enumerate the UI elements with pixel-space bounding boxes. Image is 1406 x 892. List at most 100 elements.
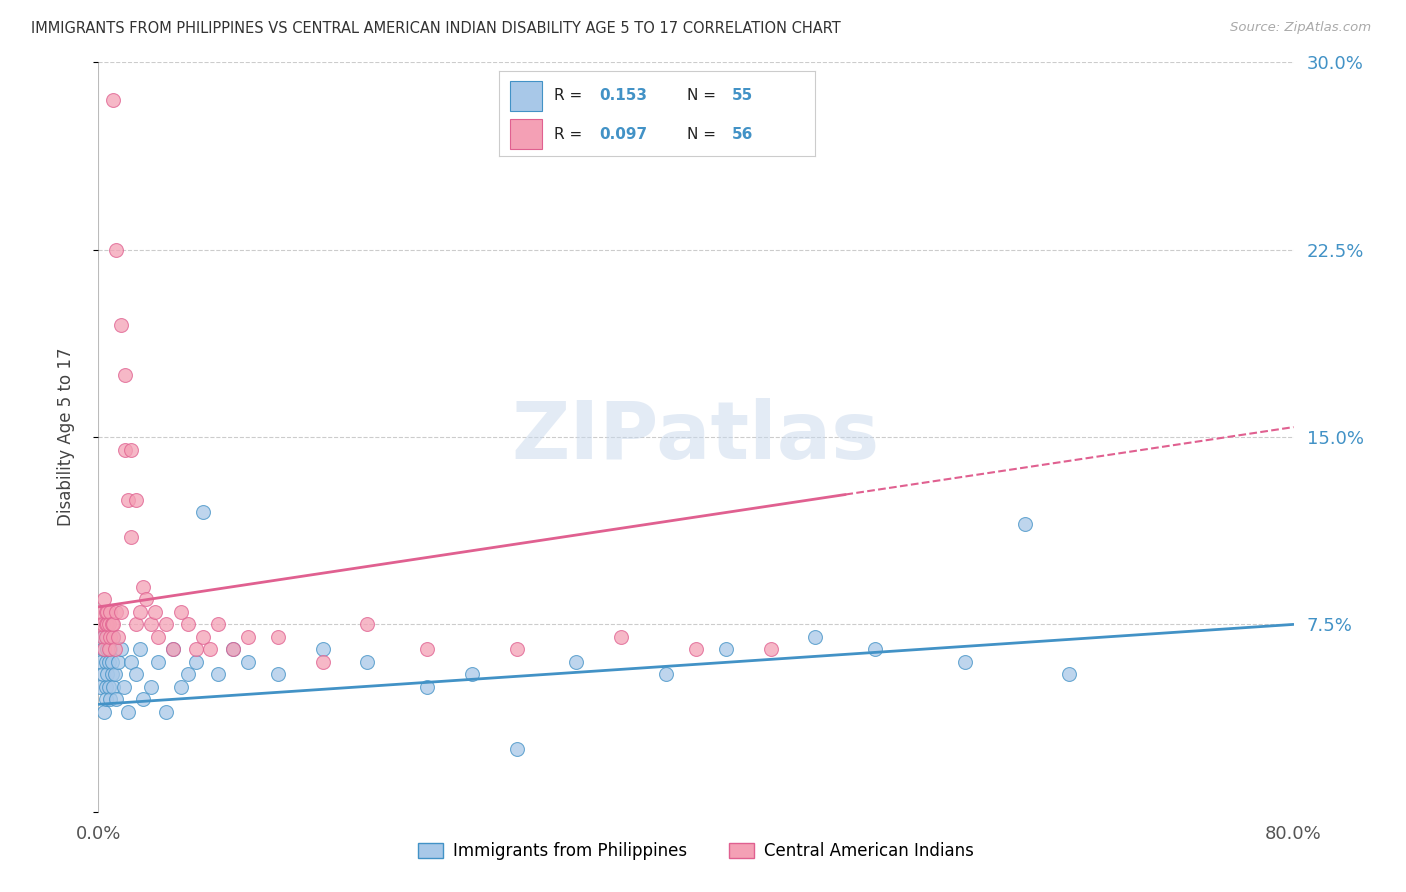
Point bbox=[132, 580, 155, 594]
Text: R =: R = bbox=[554, 127, 588, 142]
Point bbox=[200, 642, 222, 657]
Text: 0.097: 0.097 bbox=[599, 127, 647, 142]
Point bbox=[93, 592, 115, 607]
Point bbox=[120, 530, 142, 544]
Point bbox=[110, 605, 132, 619]
Point bbox=[565, 655, 588, 669]
Point bbox=[177, 667, 200, 681]
Point bbox=[103, 630, 125, 644]
Point bbox=[120, 655, 142, 669]
Point bbox=[416, 642, 439, 657]
Text: ZIPatlas: ZIPatlas bbox=[512, 398, 880, 476]
Text: N =: N = bbox=[688, 88, 721, 103]
Bar bbox=[510, 119, 541, 149]
Point bbox=[461, 667, 484, 681]
Point bbox=[135, 592, 157, 607]
Point bbox=[105, 243, 128, 257]
Point bbox=[110, 318, 132, 332]
Point bbox=[416, 680, 439, 694]
Point bbox=[91, 630, 114, 644]
Point bbox=[94, 692, 117, 706]
Point bbox=[94, 680, 117, 694]
Point bbox=[236, 630, 259, 644]
Point bbox=[97, 617, 120, 632]
Point bbox=[103, 680, 125, 694]
Point bbox=[953, 655, 976, 669]
Point bbox=[89, 680, 111, 694]
Text: 56: 56 bbox=[731, 127, 754, 142]
Point bbox=[506, 742, 529, 756]
Point bbox=[93, 630, 115, 644]
Point bbox=[93, 642, 115, 657]
Point bbox=[97, 655, 120, 669]
Point bbox=[714, 642, 737, 657]
Point bbox=[143, 605, 166, 619]
Point bbox=[90, 605, 112, 619]
Point bbox=[267, 630, 290, 644]
Point bbox=[177, 617, 200, 632]
Point bbox=[685, 642, 707, 657]
Point bbox=[114, 442, 136, 457]
Point bbox=[96, 642, 118, 657]
Bar bbox=[510, 80, 541, 112]
Text: N =: N = bbox=[688, 127, 721, 142]
Point bbox=[207, 667, 229, 681]
Point bbox=[129, 605, 152, 619]
Point bbox=[103, 93, 125, 107]
Point bbox=[139, 617, 162, 632]
Point bbox=[169, 605, 191, 619]
Point bbox=[759, 642, 782, 657]
Text: Source: ZipAtlas.com: Source: ZipAtlas.com bbox=[1230, 21, 1371, 34]
Point bbox=[1059, 667, 1081, 681]
Point bbox=[114, 368, 136, 382]
Point bbox=[129, 642, 152, 657]
Point bbox=[94, 655, 117, 669]
Point bbox=[101, 617, 124, 632]
Point bbox=[107, 655, 129, 669]
Point bbox=[162, 642, 184, 657]
Point bbox=[97, 680, 120, 694]
Point bbox=[101, 667, 124, 681]
Text: 55: 55 bbox=[731, 88, 752, 103]
Point bbox=[112, 680, 135, 694]
Point bbox=[169, 680, 191, 694]
Point bbox=[94, 605, 117, 619]
Point bbox=[94, 617, 117, 632]
Point bbox=[311, 655, 333, 669]
Point bbox=[125, 492, 148, 507]
Point bbox=[865, 642, 887, 657]
Point bbox=[207, 617, 229, 632]
Point bbox=[103, 630, 125, 644]
Point bbox=[96, 630, 118, 644]
Point bbox=[117, 492, 139, 507]
Point bbox=[105, 605, 128, 619]
Point bbox=[98, 692, 122, 706]
Point bbox=[104, 667, 127, 681]
Point bbox=[96, 667, 118, 681]
Point bbox=[93, 705, 115, 719]
Point bbox=[91, 642, 114, 657]
Point bbox=[148, 655, 170, 669]
Point bbox=[110, 642, 132, 657]
Point bbox=[98, 630, 122, 644]
Text: R =: R = bbox=[554, 88, 588, 103]
Point bbox=[655, 667, 678, 681]
Point bbox=[139, 680, 162, 694]
Point bbox=[94, 630, 117, 644]
Point bbox=[96, 605, 118, 619]
Point bbox=[222, 642, 245, 657]
Point bbox=[104, 642, 127, 657]
Point bbox=[236, 655, 259, 669]
Point bbox=[311, 642, 333, 657]
Point bbox=[105, 692, 128, 706]
Point bbox=[96, 617, 118, 632]
Point bbox=[804, 630, 827, 644]
Point bbox=[356, 617, 378, 632]
Point bbox=[191, 630, 214, 644]
Point bbox=[184, 642, 207, 657]
Point bbox=[117, 705, 139, 719]
Point bbox=[162, 642, 184, 657]
Legend: Immigrants from Philippines, Central American Indians: Immigrants from Philippines, Central Ame… bbox=[412, 836, 980, 867]
Point bbox=[98, 642, 122, 657]
Point bbox=[120, 442, 142, 457]
